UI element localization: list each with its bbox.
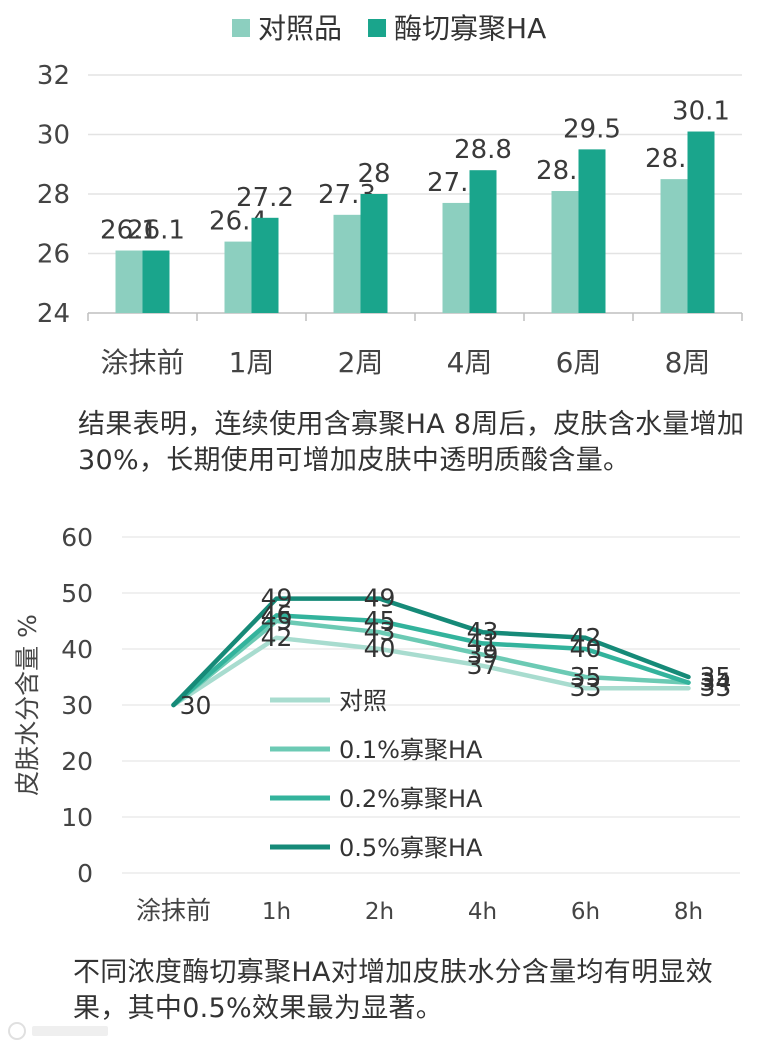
data-label: 49	[364, 584, 396, 613]
data-label: 26.1	[127, 216, 185, 246]
y-tick-label: 30	[37, 121, 70, 151]
chart2-caption: 不同浓度酶切寡聚HA对增加皮肤水分含量均有明显效果，其中0.5%效果最为显著。	[73, 957, 713, 1024]
data-label: 28.8	[454, 135, 512, 165]
data-label: 42	[261, 623, 293, 652]
bar	[115, 250, 143, 313]
bar	[333, 214, 361, 313]
x-tick-label: 2周	[338, 346, 384, 379]
bar	[578, 149, 606, 313]
data-label: 26.1	[100, 216, 158, 246]
data-label: 29.5	[563, 114, 621, 144]
data-label: 45	[364, 606, 396, 635]
y-tick-label: 10	[61, 803, 93, 832]
data-label: 49	[261, 584, 293, 613]
data-label: 39	[467, 640, 499, 669]
y-tick-label: 20	[61, 747, 93, 776]
data-label: 42	[570, 623, 602, 652]
data-label: 34	[700, 668, 732, 697]
data-label: 33	[570, 673, 602, 702]
x-tick-label: 涂抹前	[100, 346, 184, 379]
y-tick-label: 32	[37, 61, 70, 91]
y-tick-label: 24	[37, 299, 70, 329]
data-label: 45	[261, 606, 293, 635]
data-label: 40	[364, 634, 396, 663]
data-label: 27.2	[236, 183, 294, 213]
x-tick-label: 8h	[674, 899, 703, 925]
data-label: 35	[700, 662, 732, 691]
data-label: 34	[700, 668, 732, 697]
legend-label: 对照	[339, 687, 387, 715]
legend-swatch	[368, 19, 387, 37]
y-tick-label: 40	[61, 635, 93, 664]
bar	[360, 194, 388, 313]
x-tick-label: 涂抹前	[136, 896, 211, 925]
data-label: 43	[467, 617, 499, 646]
legend-label: 0.2%寡聚HA	[339, 785, 483, 813]
y-tick-label: 60	[61, 523, 93, 552]
legend-label: 酶切寡聚HA	[394, 12, 546, 45]
chart1-caption: 结果表明，连续使用含寡聚HA 8周后，皮肤含水量增加30%，长期使用可增加皮肤中…	[78, 409, 745, 476]
y-axis-title: 皮肤水分含量 %	[13, 614, 42, 796]
x-tick-label: 4h	[468, 899, 497, 925]
x-tick-label: 6h	[571, 899, 600, 925]
series-line	[171, 613, 691, 708]
series-line	[171, 618, 691, 708]
watermark-icon	[8, 1022, 108, 1040]
data-label: 43	[364, 617, 396, 646]
bar	[687, 131, 715, 313]
series-line	[171, 635, 691, 708]
bar-chart: 242628303226.126.1涂抹前26.427.21周27.3282周2…	[37, 12, 743, 379]
data-label: 37	[467, 651, 499, 680]
data-label: 41	[467, 628, 499, 657]
data-label: 30.1	[672, 97, 730, 127]
y-tick-label: 26	[37, 240, 70, 270]
x-tick-label: 1周	[229, 346, 275, 379]
data-label: 35	[570, 662, 602, 691]
series-line	[171, 596, 691, 708]
data-label: 40	[570, 634, 602, 663]
legend-label: 0.5%寡聚HA	[339, 834, 483, 862]
data-label: 30	[180, 691, 212, 720]
bar	[251, 217, 279, 313]
data-label: 46	[261, 600, 293, 629]
y-tick-label: 50	[61, 579, 93, 608]
bar	[142, 250, 170, 313]
legend-swatch	[232, 19, 250, 37]
legend-label: 0.1%寡聚HA	[339, 736, 483, 764]
x-tick-label: 4周	[447, 346, 493, 379]
y-tick-label: 28	[37, 180, 70, 210]
bar	[660, 179, 688, 313]
data-label: 33	[700, 673, 732, 702]
bar	[442, 202, 470, 313]
x-tick-label: 8周	[665, 346, 711, 379]
x-tick-label: 6周	[556, 346, 602, 379]
data-label: 28	[357, 159, 390, 189]
x-tick-label: 1h	[262, 899, 291, 925]
x-tick-label: 2h	[365, 899, 394, 925]
y-tick-label: 30	[61, 691, 93, 720]
bar	[224, 241, 252, 313]
bar	[469, 170, 497, 313]
legend-label: 对照品	[258, 12, 342, 45]
bar	[551, 191, 579, 313]
y-tick-label: 0	[77, 859, 93, 888]
